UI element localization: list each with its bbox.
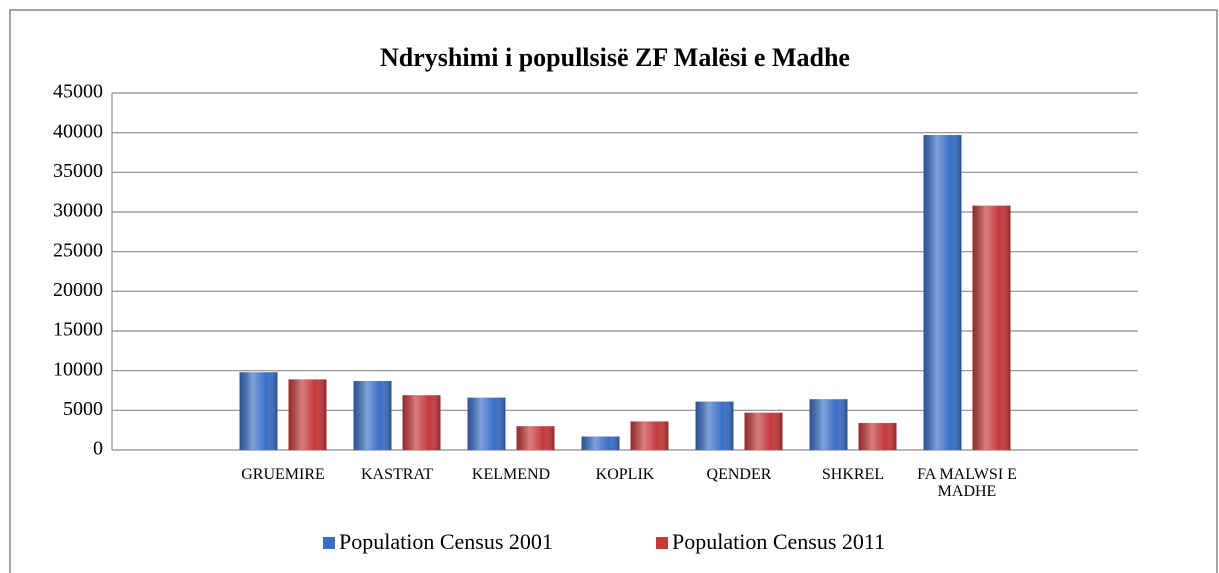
y-tick-label: 30000 (53, 200, 103, 222)
x-tick-label: QENDER (706, 466, 772, 483)
x-tick-label: KOPLIK (595, 466, 655, 483)
bar (809, 399, 848, 450)
bar (353, 380, 392, 450)
bar (288, 379, 327, 450)
y-tick-label: 35000 (53, 160, 103, 182)
y-tick-label: 45000 (53, 81, 103, 103)
bar (744, 412, 783, 450)
bar (239, 372, 278, 450)
x-tick-label: GRUEMIRE (241, 466, 325, 483)
bar (695, 401, 734, 450)
legend-label: Population Census 2011 (672, 529, 885, 554)
y-tick-label: 10000 (53, 358, 103, 380)
bar (923, 135, 962, 450)
y-tick-label: 25000 (53, 239, 103, 261)
legend-swatch (323, 537, 335, 549)
chart-title: Ndryshimi i popullsisë ZF Malësi e Madhe (380, 43, 850, 72)
bar (972, 205, 1011, 450)
chart-frame (9, 9, 1218, 573)
bar (630, 421, 669, 450)
y-tick-label: 15000 (53, 319, 103, 341)
bar (581, 436, 620, 450)
x-tick-label: SHKREL (821, 466, 885, 483)
x-tick-label: FA MALWSI E MADHE (917, 466, 1017, 500)
y-tick-label: 0 (93, 438, 103, 460)
bar (467, 397, 506, 450)
bar (516, 426, 555, 450)
legend-swatch (656, 537, 668, 549)
x-tick-label: KASTRAT (360, 466, 433, 483)
y-tick-label: 20000 (53, 279, 103, 301)
y-tick-label: 5000 (63, 398, 103, 420)
y-tick-label: 40000 (53, 120, 103, 142)
x-tick-label: KELMEND (471, 466, 551, 483)
bar (858, 423, 897, 450)
bar (402, 395, 441, 450)
legend-label: Population Census 2001 (339, 529, 553, 554)
